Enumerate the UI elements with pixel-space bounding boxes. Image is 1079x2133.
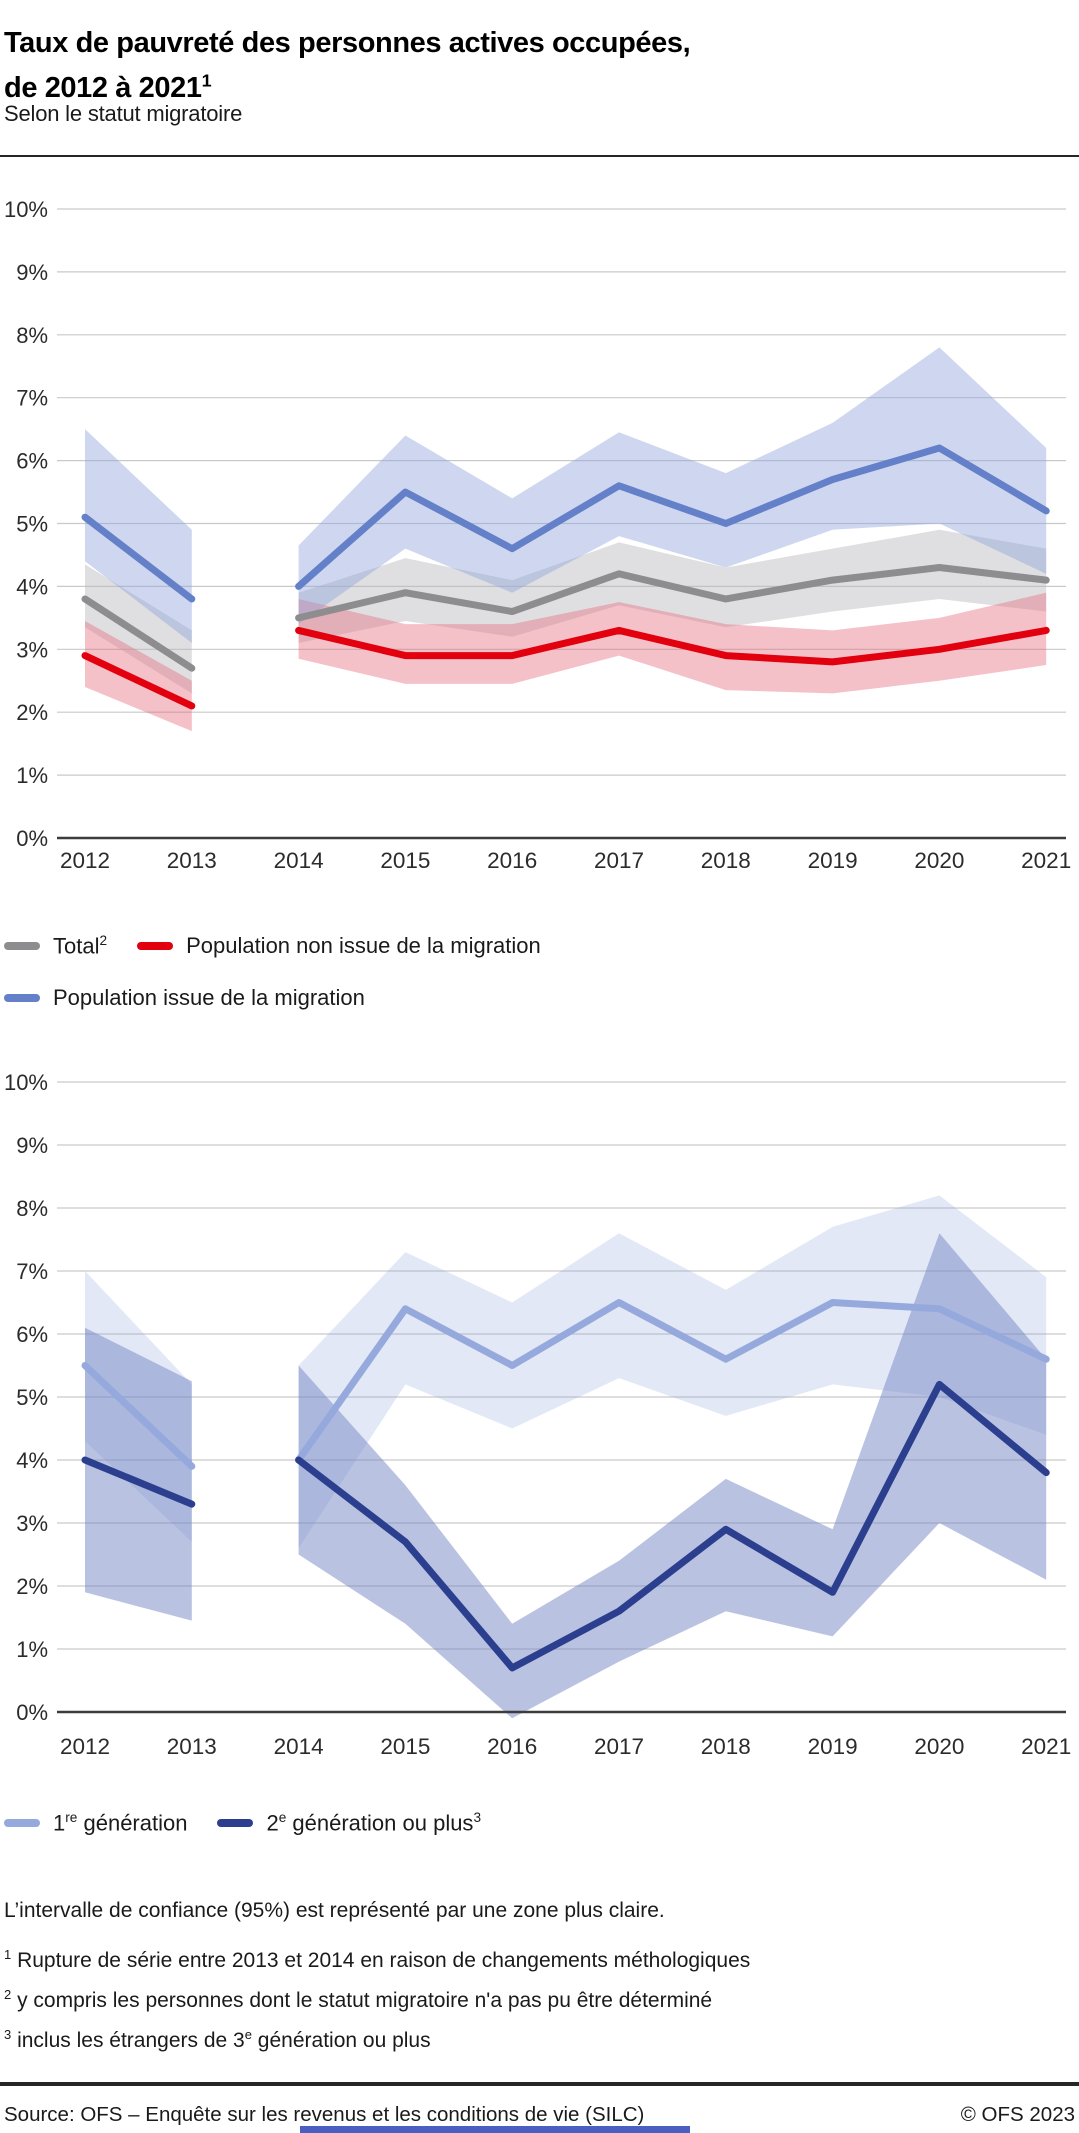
- y-tick-label-6%: 6%: [16, 1322, 48, 1347]
- x-tick-label-2021: 2021: [1021, 848, 1071, 873]
- chart2-legend-row-1: 1re génération 2e génération ou plus3: [4, 1810, 481, 1836]
- source-text: Source: OFS – Enquête sur les revenus et…: [4, 2103, 645, 2126]
- series-line-premiere-generation-seg1: [81, 1362, 196, 1470]
- y-tick-label-5%: 5%: [16, 1385, 48, 1410]
- y-tick-label-8%: 8%: [16, 323, 48, 348]
- y-tick-label-6%: 6%: [16, 449, 48, 474]
- copyright-text: © OFS 2023: [960, 2103, 1075, 2126]
- x-tick-label-2019: 2019: [808, 848, 858, 873]
- series-line-issue-migration-seg1: [81, 513, 196, 603]
- y-tick-label-7%: 7%: [16, 1259, 48, 1284]
- series-line-issue-migration-seg2: [295, 444, 1050, 590]
- legend-item-total: Total2: [4, 933, 107, 959]
- y-tick-label-0%: 0%: [16, 1700, 48, 1725]
- y-tick-label-9%: 9%: [16, 1133, 48, 1158]
- x-tick-label-2014: 2014: [274, 1734, 324, 1759]
- page-title: Taux de pauvreté des personnes actives o…: [4, 25, 1004, 107]
- footnote-2: 2 y compris les personnes dont le statut…: [4, 1987, 713, 2012]
- x-tick-label-2020: 2020: [914, 848, 964, 873]
- confidence-band-issue-migration-seg1: [85, 429, 192, 644]
- confidence-interval-note: L’intervalle de confiance (95%) est repr…: [4, 1899, 665, 1922]
- poverty-rate-chart-by-generation: 0% 1% 2% 3% 4% 5% 6% 7% 8% 9% 10% 2012 2013 2014 2015 2…: [4, 1070, 1071, 1759]
- y-tick-label-1%: 1%: [16, 1637, 48, 1662]
- footnote-3: 3 inclus les étrangers de 3e génération …: [4, 2027, 431, 2052]
- top-divider: [0, 155, 1079, 157]
- legend-label-second-generation: 2e génération ou plus3: [266, 1810, 482, 1836]
- x-tick-label-2015: 2015: [380, 848, 430, 873]
- source-row: Source: OFS – Enquête sur les revenus et…: [4, 2103, 1075, 2127]
- confidence-band-deuxieme-generation-ou-plus-seg1: [85, 1327, 192, 1621]
- legend-item-non-issue-migration: Population non issue de la migration: [137, 933, 541, 959]
- confidence-band-non-issue-migration-seg1: [85, 620, 192, 732]
- confidence-band-premiere-generation-seg2: [298, 1195, 1047, 1549]
- legend-label-issue-migration: Population issue de la migration: [53, 985, 365, 1010]
- second-generation-line-swatch: [217, 1819, 254, 1828]
- x-tick-label-2013: 2013: [167, 848, 217, 873]
- x-tick-label-2018: 2018: [701, 848, 751, 873]
- x-tick-label-2017: 2017: [594, 848, 644, 873]
- x-tick-label-2016: 2016: [487, 1734, 537, 1759]
- x-tick-label-2012: 2012: [60, 848, 110, 873]
- bottom-blue-bar: [300, 2126, 690, 2133]
- confidence-band-issue-migration-seg2: [298, 347, 1047, 625]
- non-issue-migration-line-swatch: [137, 942, 174, 951]
- y-tick-label-2%: 2%: [16, 700, 48, 725]
- y-tick-label-4%: 4%: [16, 574, 48, 599]
- x-tick-label-2020: 2020: [914, 1734, 964, 1759]
- series-line-total-seg2: [295, 564, 1050, 622]
- x-tick-label-2012: 2012: [60, 1734, 110, 1759]
- y-tick-label-3%: 3%: [16, 637, 48, 662]
- x-tick-label-2018: 2018: [701, 1734, 751, 1759]
- footnote-1: 1 Rupture de série entre 2013 et 2014 en…: [4, 1947, 751, 1972]
- legend-label-total: Total2: [53, 933, 108, 959]
- series-line-non-issue-migration-seg1: [81, 652, 196, 710]
- issue-migration-line-swatch: [4, 994, 40, 1002]
- bottom-divider: [0, 2082, 1079, 2086]
- x-tick-label-2016: 2016: [487, 848, 537, 873]
- total-line-swatch: [4, 942, 40, 951]
- legend-item-second-generation: 2e génération ou plus3: [217, 1810, 481, 1836]
- legend-item-first-generation: 1re génération: [4, 1810, 187, 1836]
- y-tick-label-1%: 1%: [16, 763, 48, 788]
- chart1-legend-row-2: Population issue de la migration: [4, 985, 365, 1011]
- series-line-non-issue-migration-seg2: [295, 626, 1050, 666]
- subtitle: Selon le statut migratoire: [4, 101, 243, 126]
- legend-item-issue-migration: Population issue de la migration: [4, 985, 365, 1011]
- y-tick-label-10%: 10%: [4, 1070, 48, 1095]
- x-tick-label-2013: 2013: [167, 1734, 217, 1759]
- x-tick-label-2021: 2021: [1021, 1734, 1071, 1759]
- y-tick-label-7%: 7%: [16, 386, 48, 411]
- y-tick-label-4%: 4%: [16, 1448, 48, 1473]
- legend-label-first-generation: 1re génération: [53, 1810, 188, 1836]
- poverty-rate-chart-by-migration-status: 0% 1% 2% 3% 4% 5% 6% 7% 8% 9% 10% 2012 2013 2014 2015 2…: [4, 197, 1071, 873]
- y-tick-label-5%: 5%: [16, 512, 48, 537]
- y-tick-label-10%: 10%: [4, 197, 48, 222]
- series-line-premiere-generation-seg2: [295, 1299, 1050, 1464]
- series-line-deuxieme-generation-ou-plus-seg2: [295, 1380, 1050, 1672]
- title-line-2: de 2012 à 20211: [4, 70, 212, 105]
- x-tick-label-2017: 2017: [594, 1734, 644, 1759]
- x-tick-label-2014: 2014: [274, 848, 324, 873]
- title-line-1: Taux de pauvreté des personnes actives o…: [4, 27, 691, 60]
- y-tick-label-3%: 3%: [16, 1511, 48, 1536]
- confidence-band-deuxieme-generation-ou-plus-seg2: [298, 1233, 1047, 1719]
- series-line-total-seg1: [81, 595, 196, 672]
- chart1-legend-row-1: Total2 Population non issue de la migrat…: [4, 933, 541, 959]
- first-generation-line-swatch: [4, 1819, 40, 1828]
- legend-label-non-issue-migration: Population non issue de la migration: [186, 933, 541, 959]
- y-tick-label-0%: 0%: [16, 826, 48, 851]
- y-tick-label-2%: 2%: [16, 1574, 48, 1599]
- y-tick-label-8%: 8%: [16, 1196, 48, 1221]
- footnotes: 1 Rupture de série entre 2013 et 2014 en…: [4, 1938, 750, 2058]
- x-tick-label-2019: 2019: [808, 1734, 858, 1759]
- x-tick-label-2015: 2015: [380, 1734, 430, 1759]
- y-tick-label-9%: 9%: [16, 260, 48, 285]
- series-line-deuxieme-generation-ou-plus-seg1: [81, 1456, 196, 1508]
- confidence-band-total-seg1: [85, 564, 192, 694]
